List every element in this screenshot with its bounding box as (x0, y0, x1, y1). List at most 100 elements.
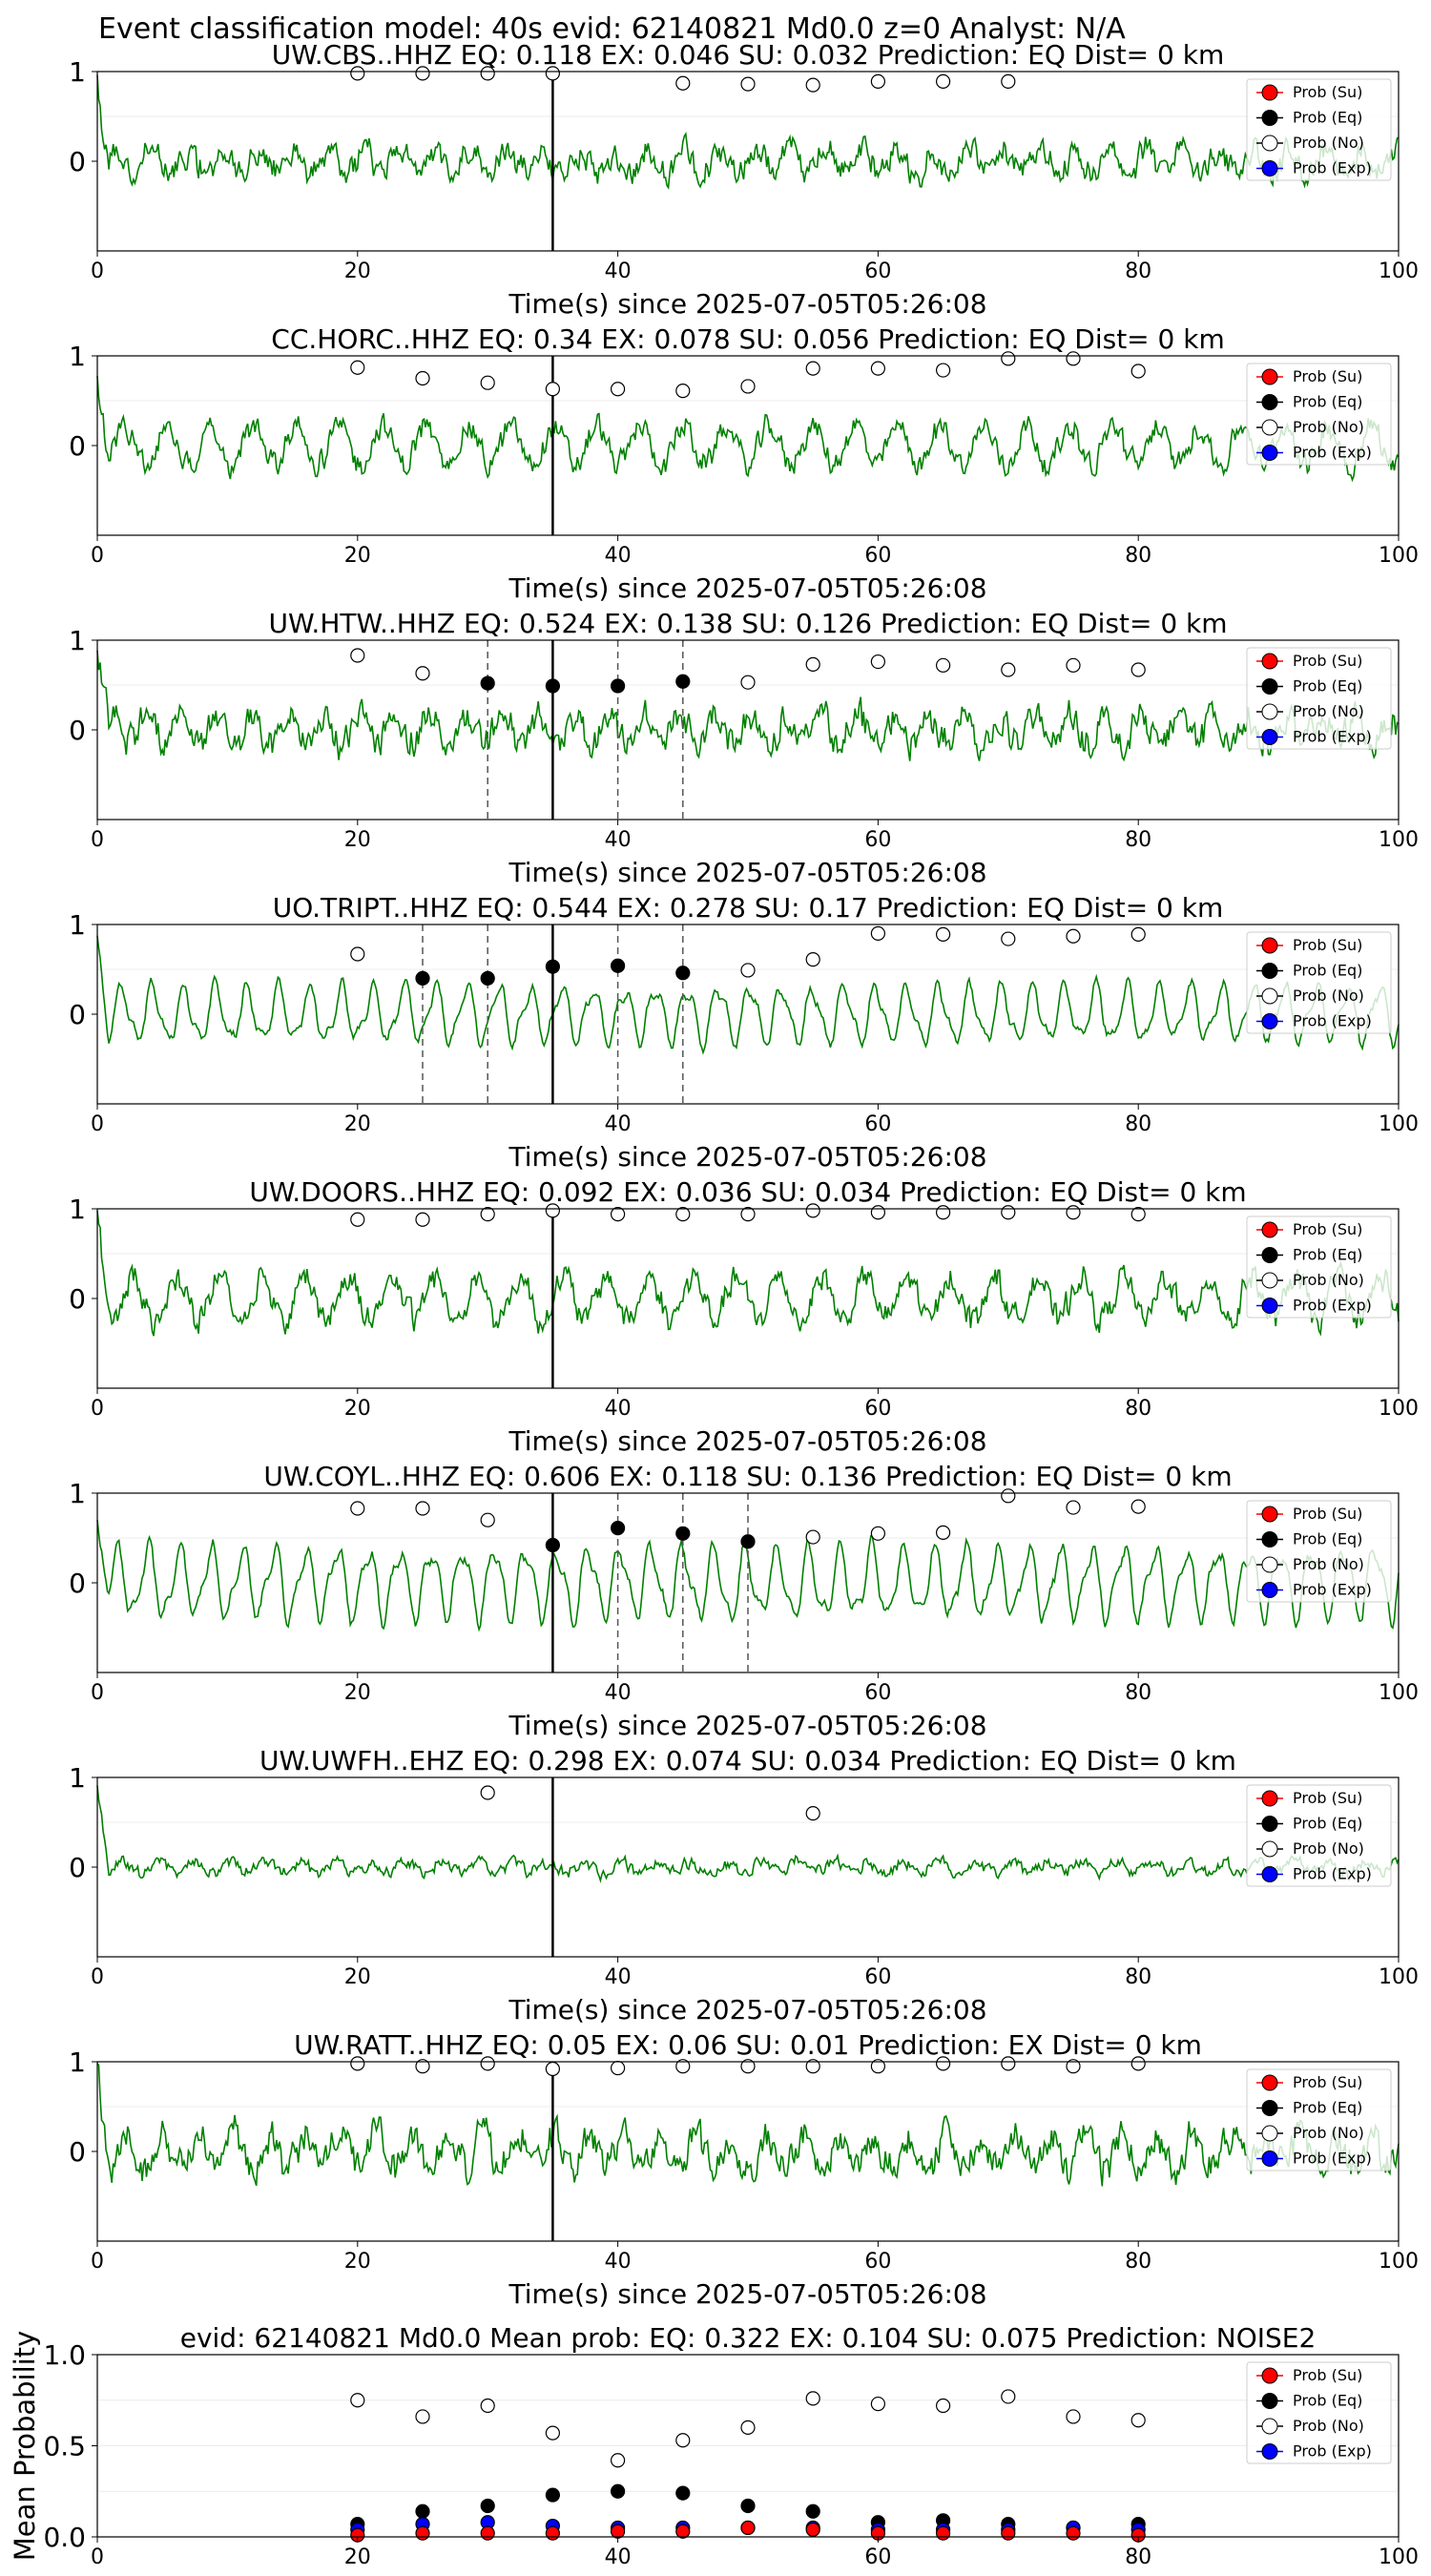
prob-no-point (740, 379, 756, 394)
x-tick-label: 40 (605, 1112, 632, 1136)
mean-point (1066, 2525, 1081, 2541)
legend-label: Prob (Su) (1293, 652, 1362, 670)
mean-point (480, 2525, 495, 2541)
legend-box (1246, 363, 1392, 466)
legend-label: Prob (No) (1293, 1839, 1364, 1858)
prob-no-point (805, 1529, 820, 1545)
x-tick-label: 40 (605, 2545, 632, 2569)
prob-no-point (675, 384, 691, 399)
legend-label: Prob (Exp) (1293, 2442, 1372, 2461)
panel-title: CC.HORC..HHZ EQ: 0.34 EX: 0.078 SU: 0.05… (271, 323, 1224, 355)
y-tick-label: 1.0 (43, 2339, 86, 2371)
panel-title: UW.HTW..HHZ EQ: 0.524 EX: 0.138 SU: 0.12… (268, 608, 1227, 639)
prob-no-point (805, 952, 820, 967)
x-tick-label: 0 (91, 544, 104, 568)
legend-marker (1261, 1221, 1278, 1238)
legend-marker (1261, 1790, 1278, 1807)
x-tick-label: 80 (1125, 828, 1151, 852)
y-tick-label: 1 (69, 1478, 86, 1509)
prob-no-point (675, 2059, 691, 2074)
prob-no-point (1066, 928, 1081, 944)
y-tick-label: 1 (69, 2046, 86, 2078)
prob-eq-point (545, 959, 561, 974)
prob-no-point (415, 370, 430, 386)
prob-no-point (545, 2061, 561, 2077)
legend-label: Prob (No) (1293, 702, 1364, 720)
mean-point (1001, 2389, 1016, 2404)
axes-frame (96, 1208, 1400, 1389)
legend-marker (1261, 729, 1278, 745)
x-tick-label: 0 (91, 2250, 104, 2274)
legend-marker (1261, 394, 1278, 410)
legend-box (1246, 931, 1392, 1034)
y-tick-label: 0 (69, 1283, 86, 1315)
prob-eq-point (480, 675, 495, 691)
x-tick-label: 40 (605, 1397, 632, 1421)
axes-frame (96, 2354, 1400, 2538)
x-tick-label: 100 (1379, 1397, 1419, 1421)
legend-marker (1261, 703, 1278, 720)
x-tick-label: 100 (1379, 2545, 1419, 2569)
prob-no-point (610, 382, 626, 397)
prob-no-point (1130, 1499, 1146, 1514)
x-tick-label: 60 (864, 2250, 891, 2274)
panel-8: evid: 62140821 Md0.0 Mean prob: EQ: 0.32… (9, 2322, 1419, 2569)
prob-no-point (1066, 2059, 1081, 2074)
x-tick-label: 40 (605, 544, 632, 568)
panel-title: UW.RATT..HHZ EQ: 0.05 EX: 0.06 SU: 0.01 … (294, 2029, 1202, 2061)
x-tick-label: 0 (91, 1965, 104, 1989)
x-tick-label: 100 (1379, 828, 1419, 852)
legend-label: Prob (No) (1293, 2417, 1364, 2435)
prob-eq-point (610, 958, 626, 973)
x-tick-label: 80 (1125, 2545, 1151, 2569)
x-axis-label: Time(s) since 2025-07-05T05:26:08 (508, 1425, 986, 1457)
legend-marker (1261, 1013, 1278, 1029)
x-tick-label: 20 (344, 1397, 371, 1421)
prob-no-point (1130, 364, 1146, 379)
x-tick-label: 80 (1125, 1965, 1151, 1989)
panel-title: evid: 62140821 Md0.0 Mean prob: EQ: 0.32… (180, 2322, 1317, 2354)
mean-point (1130, 2413, 1146, 2428)
prob-no-point (480, 375, 495, 390)
panel-title: UW.DOORS..HHZ EQ: 0.092 EX: 0.036 SU: 0.… (249, 1176, 1246, 1208)
legend-box (1246, 647, 1392, 750)
prob-no-point (1066, 657, 1081, 673)
prob-no-point (870, 1205, 886, 1220)
prob-eq-point (480, 970, 495, 987)
legend-label: Prob (Su) (1293, 1505, 1362, 1523)
panel-6: UW.UWFH..EHZ EQ: 0.298 EX: 0.074 SU: 0.0… (69, 1745, 1419, 2025)
prob-no-point (740, 675, 756, 690)
legend-label: Prob (Eq) (1293, 1246, 1362, 1264)
prob-no-point (870, 654, 886, 670)
legend-marker (1261, 1506, 1278, 1523)
legend-label: Prob (Eq) (1293, 2099, 1362, 2117)
prob-no-point (1001, 931, 1016, 946)
prob-no-point (935, 1525, 951, 1540)
legend-label: Prob (Exp) (1293, 2150, 1372, 2168)
mean-point (1066, 2409, 1081, 2424)
prob-no-point (870, 73, 886, 89)
prob-no-point (350, 1212, 365, 1227)
legend-label: Prob (Su) (1293, 83, 1362, 101)
y-tick-label: 0 (69, 715, 86, 746)
legend-label: Prob (Eq) (1293, 1815, 1362, 1833)
prob-no-point (545, 66, 561, 81)
legend-label: Prob (Exp) (1293, 728, 1372, 746)
legend-label: Prob (Su) (1293, 1220, 1362, 1238)
x-tick-label: 100 (1379, 1681, 1419, 1705)
mean-point (935, 2525, 951, 2541)
x-tick-label: 20 (344, 260, 371, 283)
prob-eq-point (675, 674, 691, 689)
mean-point (415, 2409, 430, 2424)
axes-frame (96, 924, 1400, 1105)
legend-label: Prob (No) (1293, 987, 1364, 1005)
y-tick-label: 1 (69, 909, 86, 941)
mean-point (545, 2425, 561, 2441)
prob-no-point (350, 648, 365, 663)
legend-marker (1261, 445, 1278, 461)
y-tick-label: 1 (69, 1762, 86, 1794)
legend-label: Prob (Su) (1293, 2073, 1362, 2091)
legend-marker (1261, 1582, 1278, 1598)
x-axis-label: Time(s) since 2025-07-05T05:26:08 (508, 857, 986, 888)
prob-eq-point (545, 1537, 561, 1553)
